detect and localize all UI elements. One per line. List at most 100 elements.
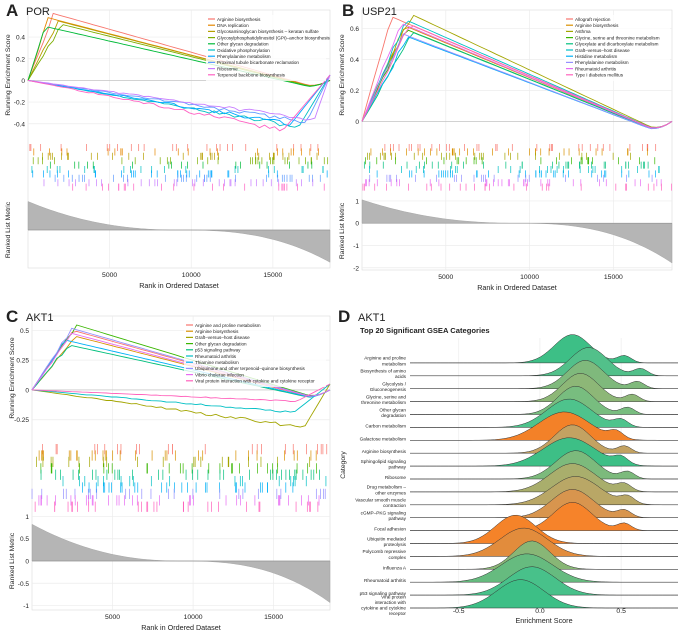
- density-ridge: [410, 373, 678, 402]
- y-tick-label: 1: [25, 514, 29, 521]
- legend-label: Rheumatoid arthritis: [575, 66, 617, 71]
- category-label-line: Viral protein: [381, 594, 406, 599]
- category-label-line: interaction with: [375, 600, 407, 605]
- density-ridge: [410, 424, 678, 454]
- category-label: Focal adhesion: [374, 527, 406, 532]
- x-axis-label: Rank in Ordered Dataset: [141, 623, 221, 631]
- panel-title: AKT1: [26, 312, 54, 324]
- legend-label: Glycine, serine and threonine metabolism: [575, 35, 660, 40]
- enrichment-line: [27, 74, 331, 123]
- category-label-line: Glycine, serine and: [366, 394, 407, 399]
- y-axis-label: Running Enrichment Score: [9, 337, 16, 418]
- legend-label: Vibrio cholerae infection: [195, 372, 244, 377]
- enrichment-line: [27, 74, 331, 132]
- category-label-line: Arginine biosynthesis: [362, 449, 407, 454]
- y-tick-label: 0: [25, 387, 29, 394]
- x-tick-label: 15000: [604, 274, 623, 281]
- x-tick-label: -0.5: [453, 608, 465, 615]
- category-label-line: cytokine and cytokine: [361, 606, 406, 611]
- category-label-line: pathway: [389, 465, 407, 470]
- enrichment-line: [27, 74, 331, 121]
- y-tick-label: -0.2: [14, 100, 26, 107]
- x-tick-label: 15000: [264, 614, 283, 621]
- category-label-line: Ubiquitin mediated: [367, 536, 406, 541]
- legend-label: Ubiquinone and other terpenoid–quinone b…: [195, 366, 306, 371]
- category-label: Glycolysis / Gluconeogenesis: [370, 382, 407, 393]
- x-tick-label: 5000: [438, 274, 453, 281]
- category-label-line: Sphingolipid signaling: [361, 459, 407, 464]
- category-label-line: Rheumatoid arthritis: [364, 578, 407, 583]
- category-label-line: Influenza A: [383, 565, 407, 570]
- y-tick-label: 0: [355, 119, 359, 126]
- x-tick-label: 10000: [184, 614, 203, 621]
- panel-a: 0.4 0.2 0 -0.2 -0.4 Arginine biosynthesisDNA …: [5, 1, 331, 290]
- enrichment-line: [361, 32, 673, 129]
- x-tick-label: 10000: [182, 272, 201, 279]
- density-ridge: [410, 411, 678, 441]
- x-tick-label: 0.0: [535, 608, 545, 615]
- density-ridge: [410, 463, 678, 493]
- category-label-line: other enzymes: [375, 490, 406, 495]
- density-ridge: [410, 489, 678, 518]
- category-label-line: threonine metabolism: [361, 400, 406, 405]
- category-label: Viral protein interaction with cytokine an…: [361, 594, 406, 616]
- legend-label: Graft–versus–host disease: [195, 335, 250, 340]
- legend-label: Rheumatoid arthritis: [195, 354, 237, 359]
- category-label-line: Drug metabolism –: [367, 485, 407, 490]
- y-tick-label: 0.5: [20, 536, 29, 543]
- legend-label: Oxidative phosphorylation: [217, 48, 270, 53]
- category-label: Ribosome: [385, 475, 406, 480]
- category-label-line: cGMP–PKG signaling: [361, 511, 407, 516]
- enrichment-line: [361, 20, 673, 129]
- enrichment-line: [31, 327, 331, 397]
- density-ridge: [410, 540, 678, 570]
- category-label-line: Carbon metabolism: [365, 423, 406, 428]
- y-tick-label: 0: [21, 78, 25, 85]
- category-label: Other glycan degradation: [379, 407, 406, 418]
- density-ridge: [410, 347, 678, 377]
- legend-box: [206, 15, 326, 81]
- y-tick-label: 1: [355, 198, 359, 205]
- y-tick-label: 0: [355, 221, 359, 228]
- legend-label: Asthma: [575, 29, 591, 34]
- y-axis-label: Ranked List Metric: [9, 532, 16, 589]
- category-label-line: Vascular smooth muscle: [355, 498, 406, 503]
- legend-label: Type I diabetes mellitus: [575, 73, 624, 78]
- density-ridge: [410, 450, 678, 480]
- x-tick-label: 5000: [102, 272, 117, 279]
- legend-label: Arginine biosynthesis: [575, 23, 619, 28]
- enrichment-line: [361, 23, 673, 129]
- category-label-line: complex: [389, 555, 407, 560]
- legend-label: Glycosaminoglycan biosynthesis – keratan…: [217, 29, 319, 34]
- density-ridge: [410, 437, 678, 467]
- x-axis-label: Rank in Ordered Dataset: [139, 281, 219, 290]
- panel-title: USP21: [362, 6, 397, 18]
- category-label: Rheumatoid arthritis: [364, 578, 407, 583]
- y-tick-label: 0: [25, 559, 29, 566]
- legend-label: DNA replication: [217, 23, 249, 28]
- legend-label: Graft–versus–host disease: [575, 48, 630, 53]
- category-label-line: p53 signaling pathway: [360, 591, 407, 596]
- legend-label: Viral protein interaction with cytokine …: [195, 379, 315, 384]
- enrichment-line: [31, 332, 331, 397]
- y-tick-label: -0.4: [14, 121, 26, 128]
- category-label-line: Glycolysis /: [382, 382, 406, 387]
- legend-label: Glyoxylate and dicarboxylate metabolism: [575, 42, 659, 47]
- density-ridge: [410, 334, 678, 364]
- category-label: Galactose metabolism: [360, 436, 406, 441]
- legend-label: Proximal tubule bicarbonate reclamation: [217, 60, 299, 65]
- legend-label: Allograft rejection: [575, 17, 611, 22]
- y-tick-label: -2: [353, 265, 359, 272]
- density-ridge: [410, 360, 678, 389]
- legend-label: p53 signaling pathway: [195, 348, 241, 353]
- panel-c: 0.5 0.25 0 -0.25 Arginine and proline metabo…: [6, 307, 331, 631]
- panel-title: POR: [26, 6, 50, 18]
- panel-letter: D: [338, 307, 350, 326]
- legend-label: Phenylalanine metabolism: [575, 60, 629, 65]
- density-ridge: [410, 553, 678, 583]
- x-tick-label: 15000: [263, 272, 282, 279]
- y-axis-label: Ranked List Metric: [5, 201, 12, 258]
- enrichment-line: [361, 25, 673, 129]
- panel-letter: B: [342, 1, 354, 20]
